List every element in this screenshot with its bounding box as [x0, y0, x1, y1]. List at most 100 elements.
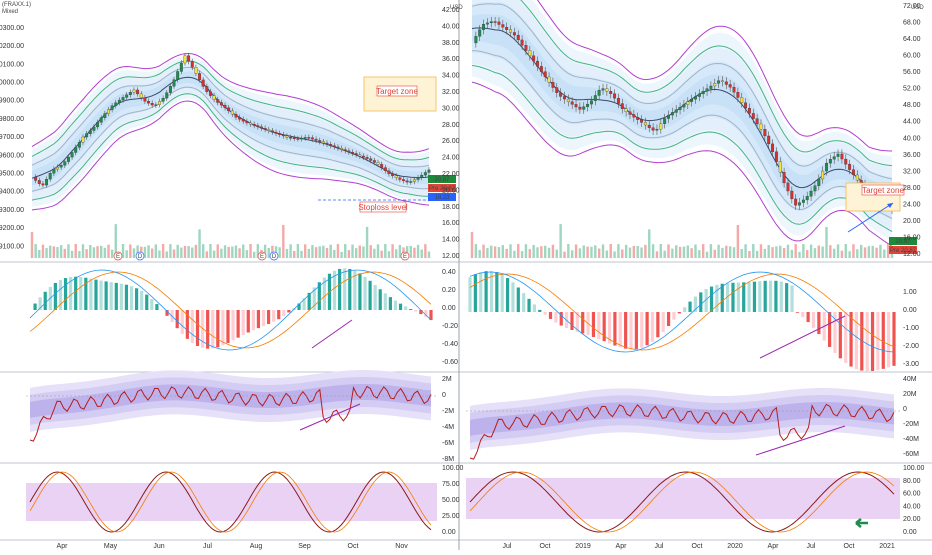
right-volume-bar [887, 244, 889, 258]
right-candle [490, 22, 493, 23]
right-volume-bar [505, 249, 507, 258]
left-candle [395, 176, 398, 178]
left-volume-bar [176, 245, 178, 258]
left-volume-bar [308, 249, 310, 258]
left-macd-bar [216, 310, 219, 347]
left-volume-bar [42, 245, 44, 258]
right-volume-bar [779, 246, 781, 258]
right-flow-tick: -60M [903, 451, 919, 458]
left-x-label: Apr [57, 543, 69, 550]
right-volume-bar [791, 250, 793, 258]
right-volume-bar [471, 232, 473, 258]
right-volume-bar [756, 251, 758, 258]
right-volume-bar [621, 249, 623, 258]
left-x-label: Nov [395, 543, 408, 550]
right-macd-bar [866, 312, 869, 371]
left-stoch-tick: 25.00 [442, 513, 460, 520]
left-price-tick: 9300.00 [0, 207, 24, 214]
left-candle [420, 175, 423, 177]
right-macd-bar [613, 312, 616, 346]
right-volume-bar [617, 244, 619, 258]
right-volume-bar [737, 225, 739, 258]
left-usd-tick: 34.00 [442, 73, 460, 80]
left-usd-tick: 18.00 [442, 204, 460, 211]
right-candle [825, 163, 828, 171]
left-volume-bar [85, 249, 87, 258]
right-volume-bar [571, 250, 573, 258]
left-candle [111, 106, 114, 110]
left-volume-bar [286, 249, 288, 258]
left-macd-bar [99, 281, 102, 310]
right-volume-bar [725, 246, 727, 258]
left-candle [173, 80, 176, 87]
left-candle [53, 169, 56, 173]
right-volume-bar [814, 248, 816, 258]
right-candle [837, 154, 840, 157]
left-candle [165, 93, 168, 98]
right-candle [713, 83, 716, 86]
left-macd-bar [287, 310, 290, 312]
right-macd-bar [629, 312, 632, 349]
left-volume-bar [45, 248, 47, 258]
right-target-zone-label: Target zone [862, 186, 904, 195]
left-candle [351, 152, 354, 153]
right-volume-bar [837, 244, 839, 258]
left-macd-bar [135, 288, 138, 310]
left-usd-tick: 24.00 [442, 155, 460, 162]
right-candle [791, 191, 794, 199]
right-stoch-tick: 40.00 [903, 503, 921, 510]
left-price-tick: 9900.00 [0, 98, 24, 105]
right-volume-bar [833, 249, 835, 258]
right-candle [667, 115, 670, 118]
right-volume-bar [875, 248, 877, 258]
right-volume-bar [821, 246, 823, 258]
left-stoch-tick: 75.00 [442, 481, 460, 488]
right-x-label: Apr [768, 543, 780, 550]
right-candle [717, 81, 720, 84]
right-macd-bar [876, 312, 879, 370]
right-volume-bar [783, 248, 785, 258]
right-usd-unit: USD [911, 5, 924, 11]
left-candle [308, 137, 311, 138]
left-macd-bar [130, 286, 133, 310]
right-macd-bar [699, 292, 702, 312]
left-candle [377, 162, 380, 164]
left-candle [147, 101, 150, 103]
right-volume-bar [675, 245, 677, 258]
right-macd-bar [474, 274, 477, 312]
right-price-tag-text: 20.87 [895, 239, 911, 245]
right-candle [698, 94, 701, 97]
left-candle [315, 139, 318, 140]
right-candle [586, 104, 589, 107]
right-candle [756, 119, 759, 124]
right-macd-bar [479, 272, 482, 312]
right-volume-bar [883, 250, 885, 258]
left-macd-bar [414, 310, 417, 312]
right-macd-bar [495, 272, 498, 312]
left-macd-bar [181, 310, 184, 334]
right-volume-bar [818, 246, 820, 258]
left-event-marker-label: D [272, 254, 277, 260]
left-candle [344, 150, 347, 151]
left-macd-bar [379, 289, 382, 310]
left-volume-bar [173, 249, 175, 258]
left-volume-bar [195, 245, 197, 258]
right-volume-bar [536, 247, 538, 258]
right-volume-bar [787, 245, 789, 258]
right-macd-bar [882, 312, 885, 369]
left-macd-bar [155, 304, 158, 310]
right-candle [683, 104, 686, 107]
right-volume-bar [810, 245, 812, 258]
right-volume-bar [656, 251, 658, 258]
right-volume-bar [509, 244, 511, 258]
left-flow-tick: 0 [442, 392, 446, 399]
left-volume-bar [191, 247, 193, 258]
left-candle [96, 122, 99, 127]
right-candle [729, 84, 732, 87]
left-candle [388, 171, 391, 174]
left-macd-tick: 0.00 [442, 305, 456, 312]
left-candle [278, 133, 281, 134]
left-macd-bar [79, 277, 82, 310]
right-volume-bar [794, 244, 796, 258]
left-candle [224, 105, 227, 108]
